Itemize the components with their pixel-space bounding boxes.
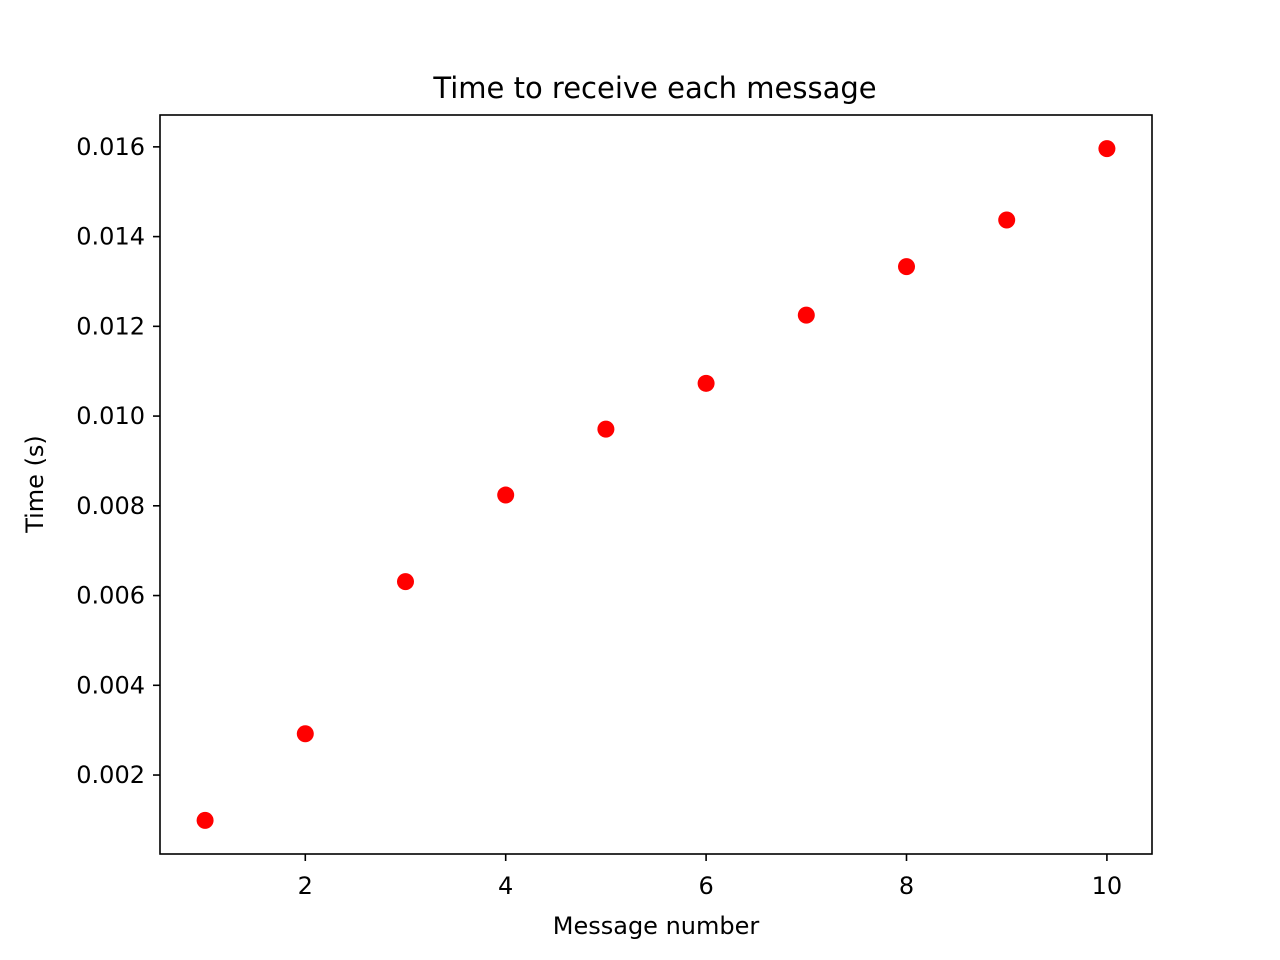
y-tick-label: 0.004 (76, 671, 145, 699)
data-point (497, 486, 515, 504)
data-point (597, 420, 615, 438)
x-tick-label: 10 (1092, 872, 1123, 900)
x-axis-ticks: 2 4 6 8 10 (298, 854, 1123, 900)
y-axis-label: Time (s) (21, 435, 49, 534)
y-tick-label: 0.008 (76, 492, 145, 520)
data-point (898, 258, 916, 276)
x-tick-label: 2 (298, 872, 313, 900)
data-point (296, 725, 314, 743)
data-point (196, 811, 214, 829)
y-tick-label: 0.014 (76, 223, 145, 251)
plot-frame (159, 114, 1153, 855)
data-points (196, 140, 1116, 829)
y-tick-label: 0.016 (76, 133, 145, 161)
data-point (797, 306, 815, 324)
data-point (697, 374, 715, 392)
chart-title: Time to receive each message (432, 71, 876, 105)
x-tick-label: 4 (498, 872, 513, 900)
data-point (998, 211, 1016, 229)
x-tick-label: 8 (899, 872, 914, 900)
y-tick-label: 0.006 (76, 582, 145, 610)
y-tick-label: 0.002 (76, 761, 145, 789)
data-point (1098, 140, 1116, 158)
y-tick-label: 0.012 (76, 312, 145, 340)
y-tick-label: 0.010 (76, 402, 145, 430)
data-point (396, 573, 414, 591)
x-tick-label: 6 (698, 872, 713, 900)
x-axis-label: Message number (553, 912, 760, 940)
y-axis-ticks: 0.002 0.004 0.006 0.008 0.010 0.012 0.014 0.016 (76, 133, 160, 789)
